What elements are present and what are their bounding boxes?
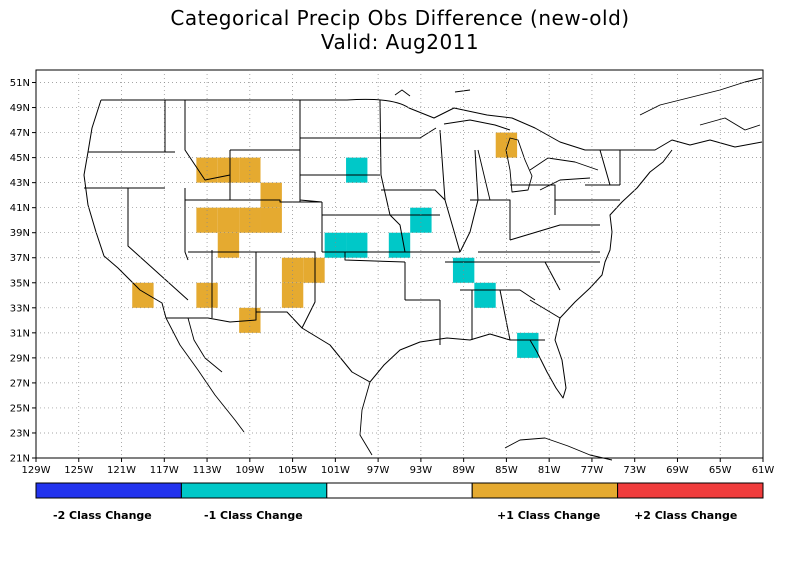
map-subtitle: Valid: Aug2011 <box>320 30 480 54</box>
lat-label: 35N <box>10 278 30 289</box>
color-bar-segment <box>617 482 764 499</box>
plus-class-cell <box>217 157 240 183</box>
lon-label: 101W <box>321 465 350 476</box>
latitude-labels: 21N 23N 25N 27N 29N 31N 33N 35N 37N 39N 41N 43N 45N 4… <box>10 78 36 465</box>
lon-label: 125W <box>64 465 93 476</box>
lon-label: 65W <box>709 465 732 476</box>
lat-label: 25N <box>10 403 30 414</box>
lat-label: 33N <box>10 303 30 314</box>
lat-label: 37N <box>10 253 30 264</box>
lon-label: 113W <box>193 465 222 476</box>
lat-lon-grid <box>36 70 763 458</box>
lat-label: 43N <box>10 178 30 189</box>
map-frame <box>35 69 764 459</box>
lat-label: 49N <box>10 103 30 114</box>
plus-class-cell <box>217 207 240 233</box>
lat-label: 21N <box>10 454 30 465</box>
plus-class-cell <box>196 207 218 233</box>
minus-class-cell <box>346 157 368 183</box>
lon-label: 77W <box>581 465 604 476</box>
lat-label: 51N <box>10 78 30 89</box>
color-bar-segment <box>326 482 473 499</box>
color-bar-segment <box>35 482 182 499</box>
lon-label: 89W <box>452 465 475 476</box>
lon-label: 69W <box>666 465 689 476</box>
lat-label: 39N <box>10 228 30 239</box>
lon-label: 117W <box>150 465 179 476</box>
legend-label-minus1: -1 Class Change <box>204 509 303 522</box>
lat-label: 29N <box>10 353 30 364</box>
lat-label: 45N <box>10 153 30 164</box>
color-bar-segment <box>180 482 328 499</box>
plus-class-cell <box>132 282 154 308</box>
legend-label-plus2: +2 Class Change <box>634 509 738 522</box>
minus-class-cell <box>517 332 539 358</box>
lon-label: 121W <box>107 465 136 476</box>
plus-class-cell <box>217 232 240 258</box>
lat-label: 31N <box>10 328 30 339</box>
legend-label-plus1: +1 Class Change <box>497 509 601 522</box>
color-bar <box>35 482 764 499</box>
lon-label: 73W <box>623 465 646 476</box>
lat-label: 23N <box>10 428 30 439</box>
lat-label: 27N <box>10 378 30 389</box>
lon-label: 109W <box>235 465 264 476</box>
lon-label: 93W <box>410 465 433 476</box>
lon-label: 81W <box>538 465 561 476</box>
minus-class-cell <box>346 232 368 258</box>
lon-label: 61W <box>752 465 775 476</box>
plus-class-cell <box>303 257 325 283</box>
lon-label: 129W <box>22 465 51 476</box>
plus-class-cell <box>239 207 261 233</box>
minus-class-cell <box>324 232 347 258</box>
lon-label: 85W <box>495 465 518 476</box>
plus-class-cell <box>260 207 282 233</box>
minus-class-cell <box>410 207 432 233</box>
minus-class-cell <box>474 282 496 308</box>
lat-label: 41N <box>10 203 30 214</box>
color-bar-segment <box>471 482 619 499</box>
us-state-boundaries <box>83 77 763 461</box>
map-title: Categorical Precip Obs Difference (new-o… <box>170 6 630 30</box>
longitude-labels: 129W 125W 121W 117W 113W 109W 105W 101W 97W 93W 89… <box>22 458 775 476</box>
lat-label: 47N <box>10 128 30 139</box>
minus-class-cell <box>388 232 411 258</box>
plus-class-cell <box>281 282 304 308</box>
lon-label: 97W <box>367 465 390 476</box>
legend-label-minus2: -2 Class Change <box>53 509 152 522</box>
lon-label: 105W <box>278 465 307 476</box>
plus-class-cell <box>260 182 282 208</box>
